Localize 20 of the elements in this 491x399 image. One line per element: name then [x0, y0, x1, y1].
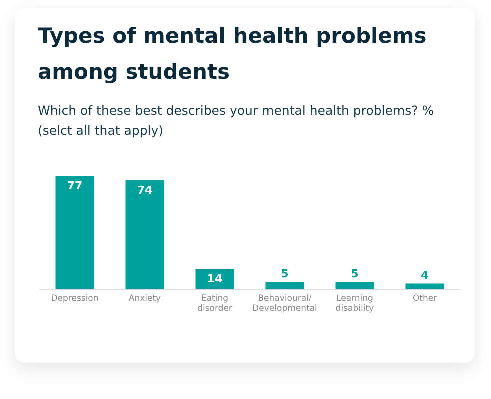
data-label: 77: [67, 179, 83, 192]
bar: [406, 284, 444, 290]
chart-title: Types of mental health problems among students: [38, 23, 428, 86]
bar: [126, 180, 164, 290]
x-tick-label: Eating disorder: [198, 294, 233, 314]
x-tick-label: Behavioural/Developmental: [252, 294, 318, 314]
x-tick-label: Other: [412, 294, 438, 304]
data-label: 74: [137, 184, 153, 197]
bar: [56, 176, 94, 290]
bar: [266, 282, 304, 290]
bar: [336, 282, 374, 290]
bar: [196, 268, 234, 290]
x-tick-label: Depression: [51, 294, 99, 304]
data-label: 5: [351, 268, 359, 281]
x-tick-label: Learning disability: [336, 294, 374, 314]
data-label: 14: [207, 272, 223, 286]
x-tick-label: Anxiety: [128, 294, 162, 304]
data-label: 5: [281, 268, 289, 281]
data-label: 4: [421, 269, 430, 282]
chart-subtitle: Which of these best describes your mental health problems? % (selct all that apply): [38, 102, 436, 140]
